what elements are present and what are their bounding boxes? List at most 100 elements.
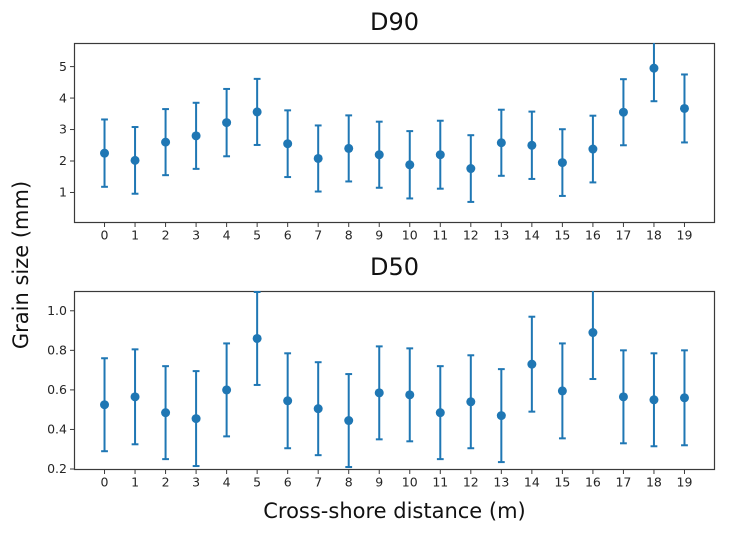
- data-point-marker: [130, 155, 140, 165]
- y-tick-label: 3: [59, 122, 67, 137]
- data-point-marker: [161, 137, 171, 147]
- data-point-marker: [496, 411, 506, 421]
- errorbar-point: [191, 101, 201, 170]
- x-tick-label: 0: [101, 228, 109, 243]
- errorbar-point: [252, 291, 262, 386]
- x-tick-label: 17: [615, 475, 631, 490]
- data-point-marker: [252, 333, 262, 343]
- data-point-marker: [344, 143, 354, 153]
- data-point-marker: [435, 408, 445, 418]
- x-tick-label: 15: [554, 475, 570, 490]
- plot-area-d50: 0 1 2 3 4 5 6 7 8 9 10 11 12 13 14 15 16 17 18 190.20.40.60…: [47, 290, 716, 490]
- data-point-marker: [313, 153, 323, 163]
- errorbar-point: [466, 134, 476, 203]
- errorbar-point: [496, 368, 506, 464]
- x-tick-label: 0: [101, 475, 109, 490]
- data-point-marker: [191, 131, 201, 141]
- x-tick-label: 18: [646, 475, 662, 490]
- errorbar-point: [649, 352, 659, 448]
- x-tick-label: 4: [223, 475, 231, 490]
- y-tick-label: 0.4: [47, 422, 67, 437]
- y-tick-label: 1: [59, 185, 67, 200]
- y-tick-label: 1.0: [47, 303, 67, 318]
- errorbar-point: [527, 315, 537, 413]
- errorbar-point: [344, 373, 354, 469]
- data-point-marker: [222, 118, 232, 128]
- data-point-marker: [618, 107, 628, 117]
- data-point-marker: [222, 385, 232, 395]
- x-tick-label: 11: [432, 475, 448, 490]
- y-tick-label: 5: [59, 59, 67, 74]
- errorbar-point: [130, 348, 140, 446]
- errorbar-point: [618, 349, 628, 445]
- x-tick-label: 2: [162, 228, 170, 243]
- x-tick-label: 2: [162, 475, 170, 490]
- y-tick-label: 0.8: [47, 343, 67, 358]
- x-tick-label: 3: [192, 475, 200, 490]
- data-point-marker: [557, 158, 567, 168]
- x-tick-label: 1: [131, 475, 139, 490]
- errorbar-point: [679, 73, 689, 144]
- data-point-marker: [100, 400, 110, 410]
- errorbar-point: [100, 357, 110, 453]
- y-tick-label: 4: [59, 90, 67, 105]
- x-tick-label: 1: [131, 228, 139, 243]
- data-point-marker: [405, 390, 415, 400]
- data-point-marker: [313, 404, 323, 414]
- data-point-marker: [283, 396, 293, 406]
- errorbar-point: [283, 109, 293, 179]
- x-tick-label: 6: [284, 475, 292, 490]
- x-tick-label: 9: [375, 475, 383, 490]
- x-tick-label: 16: [585, 228, 601, 243]
- x-tick-label: 5: [253, 228, 261, 243]
- errorbar-point: [344, 114, 354, 183]
- data-point-marker: [618, 392, 628, 402]
- data-point-marker: [527, 359, 537, 369]
- x-tick-label: 7: [314, 475, 322, 490]
- x-tick-label: 17: [615, 228, 631, 243]
- errorbar-point: [588, 114, 598, 184]
- data-point-marker: [374, 150, 384, 160]
- data-point-marker: [649, 395, 659, 405]
- x-tick-label: 4: [223, 228, 231, 243]
- errorbar-point: [435, 119, 445, 190]
- errorbar-point: [222, 87, 232, 158]
- x-tick-label: 18: [646, 228, 662, 243]
- errorbar-point: [435, 365, 445, 461]
- errorbar-point: [191, 370, 201, 468]
- x-tick-label: 14: [524, 228, 540, 243]
- errorbar-point: [405, 130, 415, 200]
- x-tick-label: 11: [432, 228, 448, 243]
- x-tick-label: 6: [284, 228, 292, 243]
- errorbar-point: [283, 352, 293, 450]
- axes-border: [73, 42, 716, 224]
- data-point-marker: [100, 148, 110, 158]
- errorbar-point: [527, 110, 537, 180]
- errorbar-point: [466, 354, 476, 450]
- x-tick-label: 12: [463, 475, 479, 490]
- x-tick-label: 8: [345, 475, 353, 490]
- data-point-marker: [405, 160, 415, 170]
- errorbar-point: [405, 347, 415, 443]
- errorbar-point: [313, 124, 323, 193]
- data-point-marker: [679, 393, 689, 403]
- errorbar-point: [649, 43, 659, 103]
- y-tick-label: 0.6: [47, 382, 67, 397]
- x-tick-label: 12: [463, 228, 479, 243]
- x-tick-label: 13: [493, 228, 509, 243]
- errorbar-point: [496, 108, 506, 177]
- y-tick-label: 0.2: [47, 461, 67, 476]
- x-tick-label: 15: [554, 228, 570, 243]
- data-point-marker: [588, 328, 598, 338]
- x-tick-label: 19: [677, 475, 693, 490]
- x-tick-label: 7: [314, 228, 322, 243]
- x-tick-label: 16: [585, 475, 601, 490]
- x-tick-label: 9: [375, 228, 383, 243]
- errorbar-point: [100, 118, 110, 188]
- data-point-marker: [191, 414, 201, 424]
- data-point-marker: [588, 144, 598, 154]
- x-tick-label: 13: [493, 475, 509, 490]
- errorbar-point: [252, 77, 262, 146]
